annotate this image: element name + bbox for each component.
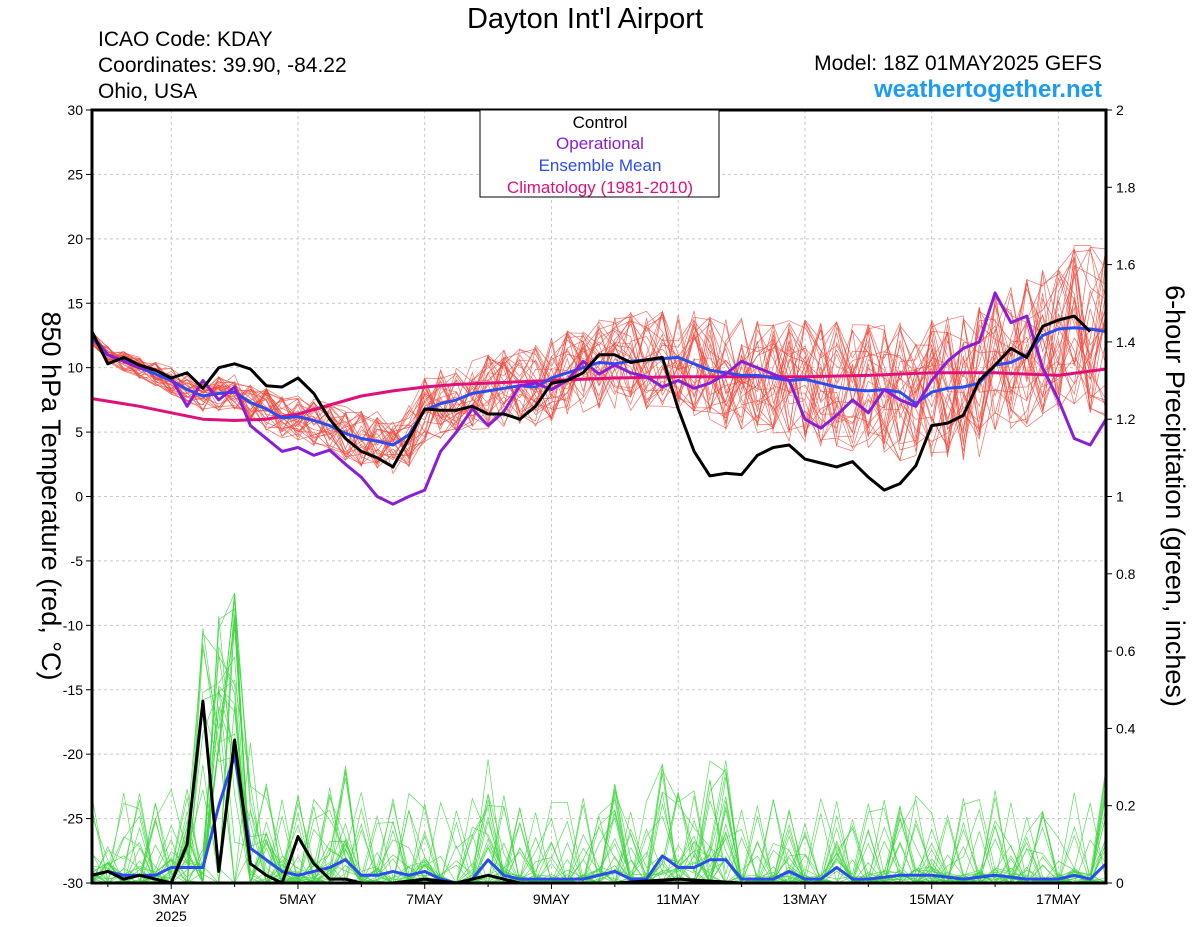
- precip-member-line: [92, 688, 1107, 885]
- legend: Control Operational Ensemble Mean Climat…: [479, 109, 720, 198]
- temp-member-line: [91, 289, 1107, 461]
- right-tick-label: 1: [1116, 489, 1124, 505]
- legend-ensemble-mean: Ensemble Mean: [539, 156, 662, 175]
- precip-ensemble-members: [91, 592, 1107, 885]
- legend-control: Control: [573, 113, 628, 132]
- temp-operational-line: [90, 291, 1108, 506]
- climatology-line: [91, 367, 1107, 422]
- temp-mean-line: [90, 326, 1107, 447]
- left-tick-label: -30: [63, 875, 83, 891]
- left-tick-label: 20: [67, 231, 83, 247]
- temp-control-line: [90, 314, 1092, 492]
- model-info: Model: 18Z 01MAY2025 GEFS: [814, 52, 1102, 75]
- right-tick-label: 0.8: [1116, 566, 1136, 582]
- axis-ticks: 302520151050-5-10-15-20-25-3021.81.61.41…: [63, 102, 1136, 924]
- legend-operational: Operational: [556, 134, 644, 153]
- x-tick-label: 11MAY: [656, 891, 700, 907]
- left-tick-label: 30: [67, 102, 83, 118]
- temp-member-line: [91, 273, 1107, 467]
- temp-member-line: [91, 258, 1107, 461]
- left-tick-label: -20: [63, 746, 83, 762]
- left-tick-label: 25: [67, 166, 83, 182]
- temp-member-line: [91, 272, 1107, 470]
- x-tick-label: 9MAY: [533, 891, 571, 907]
- right-tick-label: 0.6: [1116, 643, 1136, 659]
- temp-member-line: [91, 256, 1107, 462]
- right-tick-label: 1.4: [1116, 334, 1136, 350]
- right-tick-label: 0: [1116, 875, 1124, 891]
- left-axis-label: 850 hPa Temperature (red, °C): [36, 312, 66, 681]
- temp-member-line: [91, 321, 1107, 464]
- x-tick-year: 2025: [156, 908, 187, 924]
- left-tick-label: -25: [63, 811, 83, 827]
- left-tick-label: -5: [71, 553, 84, 569]
- precip-member-line: [91, 632, 1107, 885]
- right-tick-label: 2: [1116, 102, 1124, 118]
- right-tick-label: 0.4: [1116, 720, 1136, 736]
- left-tick-label: 10: [67, 360, 83, 376]
- chart-title: Dayton Int'l Airport: [466, 3, 704, 35]
- x-tick-label: 7MAY: [406, 891, 444, 907]
- legend-climatology: Climatology (1981-2010): [507, 178, 693, 197]
- legend-box: [479, 109, 720, 198]
- right-tick-label: 1.8: [1116, 179, 1136, 195]
- left-tick-label: 15: [67, 295, 83, 311]
- temp-member-line: [91, 245, 1107, 458]
- temp-member-line: [91, 249, 1107, 464]
- temp-member-line: [91, 248, 1107, 466]
- left-tick-label: 5: [75, 424, 83, 440]
- right-tick-label: 1.6: [1116, 257, 1136, 273]
- left-tick-label: -15: [63, 682, 83, 698]
- x-tick-label: 15MAY: [909, 891, 955, 907]
- precip-member-line: [91, 593, 1107, 885]
- coordinates: Coordinates: 39.90, -84.22: [98, 54, 347, 77]
- x-tick-label: 5MAY: [279, 891, 317, 907]
- right-tick-label: 1.2: [1116, 411, 1136, 427]
- left-tick-label: 0: [75, 489, 83, 505]
- right-axis-label: 6-hour Precipitation (green, inches): [1160, 285, 1190, 707]
- temp-ensemble-members: [91, 245, 1107, 475]
- x-tick-label: 17MAY: [1036, 891, 1082, 907]
- right-tick-label: 0.2: [1116, 798, 1136, 814]
- icao-code: ICAO Code: KDAY: [98, 28, 273, 51]
- x-tick-label: 13MAY: [783, 891, 829, 907]
- region: Ohio, USA: [98, 80, 198, 103]
- precip-member-line: [91, 608, 1107, 884]
- site-link[interactable]: weathertogether.net: [873, 76, 1102, 103]
- left-tick-label: -10: [63, 617, 83, 633]
- x-tick-label: 3MAY: [153, 891, 191, 907]
